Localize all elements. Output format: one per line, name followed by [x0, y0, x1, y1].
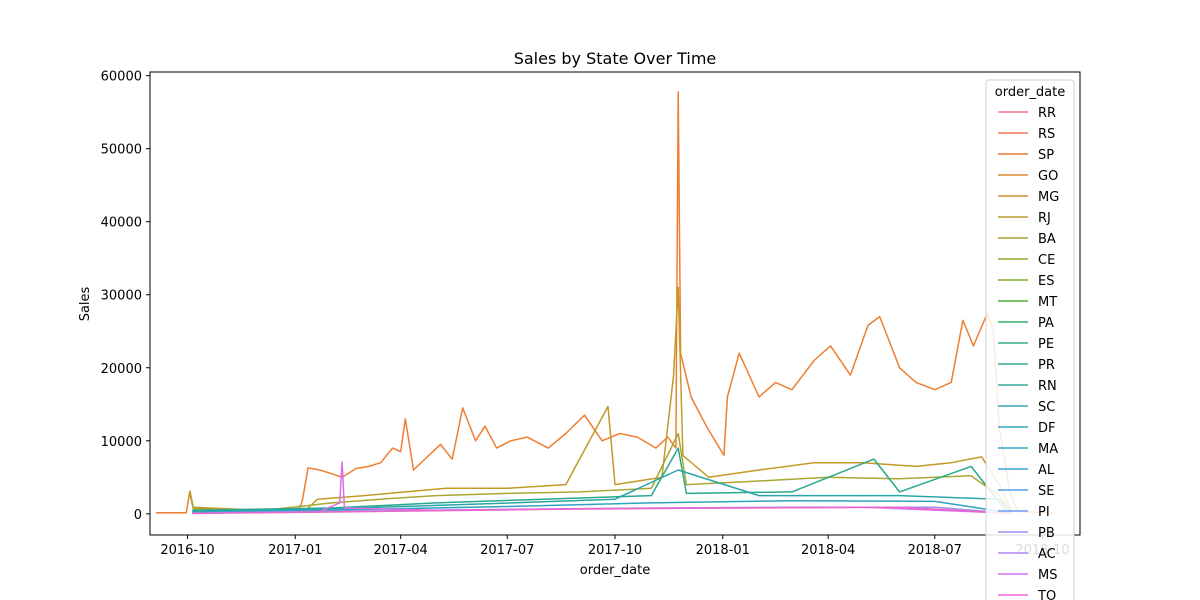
legend-label-se: SE — [1038, 484, 1054, 499]
x-tick-label: 2017-01 — [268, 543, 322, 558]
legend-label-pe: PE — [1038, 337, 1054, 352]
legend-label-rs: RS — [1038, 127, 1055, 142]
legend-label-mg: MG — [1038, 190, 1059, 205]
chart-title: Sales by State Over Time — [514, 49, 717, 68]
plot-frame — [149, 71, 1081, 536]
x-tick-label: 2017-07 — [480, 543, 534, 558]
series-line-to — [192, 506, 1013, 515]
legend-label-al: AL — [1038, 463, 1055, 478]
y-axis-label: Sales — [78, 286, 93, 321]
legend-label-es: ES — [1038, 274, 1054, 289]
legend-label-ac: AC — [1038, 547, 1056, 562]
legend-label-ma: MA — [1038, 442, 1058, 457]
legend-label-ms: MS — [1038, 568, 1057, 583]
legend-label-pa: PA — [1038, 316, 1054, 331]
series-line-sc — [192, 469, 1013, 514]
legend-label-sp: SP — [1038, 148, 1054, 163]
legend-box — [985, 79, 1075, 600]
x-tick-label: 2016-10 — [160, 543, 214, 558]
y-tick-label: 60000 — [101, 70, 142, 85]
x-tick-label: 2018-04 — [801, 543, 855, 558]
legend-label-df: DF — [1038, 421, 1056, 436]
series-layer — [155, 90, 1054, 515]
legend: order_date RR RS SP GO MG RJ BA CE ES MT PA PE PR RN SC… — [985, 79, 1075, 600]
legend-label-to: TO — [1037, 589, 1056, 600]
y-tick-label: 0 — [134, 508, 142, 523]
legend-label-pr: PR — [1038, 358, 1055, 373]
y-tick-label: 20000 — [101, 362, 142, 377]
legend-label-go: GO — [1038, 169, 1058, 184]
legend-label-ce: CE — [1038, 253, 1055, 268]
legend-label-sc: SC — [1038, 400, 1055, 415]
legend-title: order_date — [995, 85, 1065, 100]
x-tick-label: 2018-01 — [696, 543, 750, 558]
y-tick-label: 50000 — [101, 143, 142, 158]
series-line-sp — [155, 90, 1054, 514]
y-tick-label: 30000 — [101, 289, 142, 304]
legend-label-rn: RN — [1038, 379, 1057, 394]
x-tick-label: 2018-07 — [908, 543, 962, 558]
legend-label-mt: MT — [1038, 295, 1057, 310]
x-tick-label: 2017-04 — [373, 543, 427, 558]
x-axis-ticks: 2016-10 2017-01 2017-04 2017-07 2017-10 2018-… — [160, 535, 1070, 558]
series-line-df — [192, 499, 1013, 514]
series-line-rj — [189, 432, 1013, 513]
x-axis-label: order_date — [580, 563, 650, 578]
legend-label-pb: PB — [1038, 526, 1055, 541]
legend-label-pi: PI — [1038, 505, 1050, 520]
y-axis-ticks: 0 10000 20000 30000 40000 50000 60000 — [101, 70, 150, 523]
x-tick-label: 2017-10 — [588, 543, 642, 558]
legend-label-ba: BA — [1038, 232, 1056, 247]
legend-label-rj: RJ — [1038, 211, 1051, 226]
legend-label-rr: RR — [1038, 106, 1056, 121]
y-tick-label: 40000 — [101, 216, 142, 231]
y-tick-label: 10000 — [101, 435, 142, 450]
